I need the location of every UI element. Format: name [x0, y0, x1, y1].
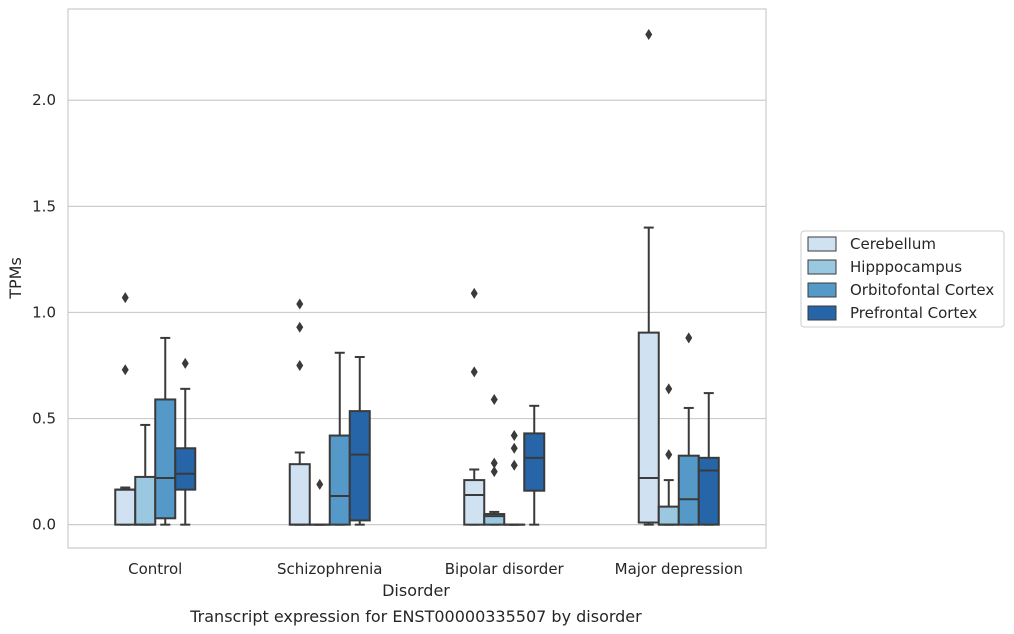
x-tick-label: Schizophrenia [277, 560, 382, 578]
box-iqr [677, 454, 700, 526]
box-group [463, 287, 486, 526]
outlier-point [470, 366, 478, 378]
box-iqr [134, 475, 157, 526]
y-axis-ticks: 0.0 0.5 1.0 1.5 2.0 [32, 91, 56, 533]
box-group [288, 298, 311, 526]
box-iqr [114, 488, 137, 526]
outlier-point [470, 287, 478, 299]
plot-frame [67, 8, 767, 549]
outlier-point [645, 28, 653, 40]
outlier-point [296, 360, 304, 372]
box-group [348, 356, 371, 526]
box-iqr [483, 513, 506, 526]
box-group [483, 393, 506, 526]
outlier-point [685, 332, 693, 344]
box-iqr [523, 432, 546, 492]
y-tick-label: 1.5 [32, 197, 56, 215]
outlier-point [296, 321, 304, 333]
legend-label: Orbitofontal Cortex [850, 281, 994, 299]
legend-swatch [807, 259, 837, 275]
chart-caption: Transcript expression for ENST0000033550… [189, 607, 642, 626]
outlier-point [665, 383, 673, 395]
box-iqr [154, 398, 177, 520]
outlier-point [121, 292, 129, 304]
outlier-point [490, 466, 498, 478]
box-iqr [657, 505, 680, 526]
y-tick-label: 0.0 [32, 516, 56, 534]
y-tick-label: 1.0 [32, 303, 56, 321]
outlier-point [296, 298, 304, 310]
box-iqr [463, 479, 486, 526]
x-tick-label: Bipolar disorder [445, 560, 565, 578]
box-group [523, 404, 546, 526]
outlier-point [490, 393, 498, 405]
box-group [697, 392, 720, 526]
outlier-point [490, 457, 498, 469]
x-tick-label: Control [128, 560, 182, 578]
box-group [657, 383, 680, 526]
outlier-point [316, 478, 324, 490]
y-axis-title: TPMs [6, 257, 25, 300]
box-group [328, 351, 351, 526]
box-group [174, 357, 197, 526]
box-group [637, 28, 660, 526]
legend-frame [800, 230, 1005, 328]
outlier-point [665, 449, 673, 461]
legend: Cerebellum Hipppocampus Orbitofontal Corte… [800, 230, 1005, 328]
legend-swatch [807, 236, 837, 252]
box-iqr [348, 410, 371, 522]
y-tick-label: 0.5 [32, 410, 56, 428]
x-axis-ticks: Control Schizophrenia Bipolar disorder Majo… [128, 560, 743, 578]
outlier-point [181, 357, 189, 369]
box-group [677, 332, 700, 526]
box-group [503, 430, 526, 526]
box-group [134, 423, 157, 526]
legend-label: Hipppocampus [850, 258, 962, 276]
x-tick-label: Major depression [615, 560, 743, 578]
box-iqr [328, 434, 351, 526]
box-iqr [174, 447, 197, 491]
x-axis-title: Disorder [382, 581, 450, 600]
outlier-point [510, 459, 518, 471]
legend-swatch [807, 282, 837, 298]
outlier-point [510, 430, 518, 442]
box-group [114, 292, 137, 526]
y-tick-label: 2.0 [32, 91, 56, 109]
outlier-point [121, 364, 129, 376]
outlier-point [510, 442, 518, 454]
box-group [154, 336, 177, 526]
legend-swatch [807, 305, 837, 321]
box-iqr [288, 463, 311, 526]
box-group [308, 478, 331, 526]
box-plot-area [114, 28, 720, 526]
legend-label: Prefrontal Cortex [850, 304, 977, 322]
box-iqr [637, 331, 660, 524]
box-iqr [697, 456, 720, 526]
legend-label: Cerebellum [850, 235, 936, 253]
